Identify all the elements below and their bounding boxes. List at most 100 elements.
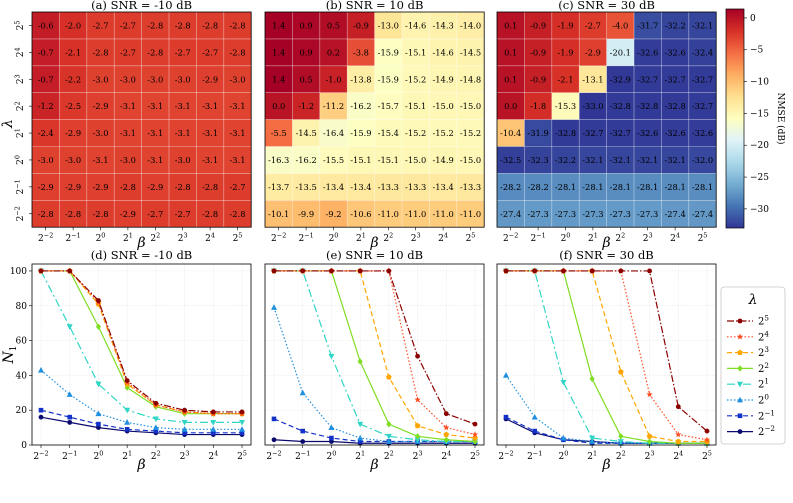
data-point	[618, 368, 624, 375]
cell-label: -13.0	[378, 20, 399, 30]
cell-label: -15.9	[378, 74, 399, 84]
heatmap-cell	[59, 146, 88, 174]
cell-label: -28.1	[692, 182, 713, 192]
heatmap-cell	[524, 119, 553, 147]
heatmap-cell	[402, 38, 430, 67]
heatmap-cell	[688, 200, 717, 228]
heatmap-cell	[141, 12, 170, 40]
heatmap-cell	[59, 92, 88, 120]
cell-label: -32.1	[692, 20, 713, 30]
cell-label: 1.4	[272, 47, 285, 57]
heatmap-cell	[661, 12, 690, 40]
cell-label: 0.9	[299, 20, 312, 30]
legend-label: 23	[758, 345, 769, 359]
cell-label: -3.0	[147, 74, 163, 84]
heatmap-cell	[524, 173, 553, 201]
heatmap-cell	[688, 38, 717, 67]
heatmap-cell	[661, 38, 690, 67]
cell-label: -2.9	[585, 47, 601, 57]
heatmap-cell	[292, 38, 321, 67]
heatmap-cell	[265, 146, 293, 174]
cell-label: 0.1	[504, 74, 517, 84]
heatmap-cell	[551, 119, 580, 147]
data-point	[96, 298, 101, 303]
cell-label: -11.0	[378, 209, 399, 219]
cell-label: -2.7	[175, 209, 191, 219]
x-axis-label: β	[370, 235, 379, 251]
data-point	[66, 324, 73, 330]
heatmap-cell	[579, 12, 607, 40]
heatmap-cell	[196, 92, 225, 120]
cell-label: -2.8	[120, 182, 136, 192]
cell-label: -3.1	[147, 155, 163, 165]
heatmap-cell	[606, 65, 635, 93]
heatmap-cell	[59, 12, 88, 40]
heatmap-cell	[169, 173, 197, 201]
y-axis-label: N1	[1, 346, 19, 365]
cell-label: -20.1	[610, 47, 631, 57]
cell-label: -32.9	[610, 74, 631, 84]
heatmap-cell	[347, 119, 375, 147]
data-point	[38, 407, 44, 413]
series-line	[271, 267, 478, 445]
heatmap-cell	[374, 38, 403, 67]
cell-label: -3.0	[93, 74, 109, 84]
data-point	[95, 410, 102, 417]
heatmap-cell	[86, 12, 115, 40]
heatmap-cell	[551, 200, 580, 228]
heatmap-cell	[59, 173, 88, 201]
cell-label: -1.9	[558, 20, 574, 30]
heatmap-cell	[688, 146, 717, 174]
cell-label: -2.9	[93, 182, 109, 192]
data-point	[503, 414, 509, 420]
line-panel-e: (e) SNR = 10 dB 2−2 2−1 20 21 22 23 24 25 β	[264, 248, 485, 473]
heatmap-cell	[32, 200, 60, 228]
series-path	[41, 270, 242, 415]
data-point	[38, 268, 44, 274]
cell-label: -33.0	[582, 101, 603, 111]
cell-label: -11.0	[405, 209, 426, 219]
heatmap-cell	[402, 92, 430, 120]
heatmap-cell	[141, 146, 170, 174]
heatmap-cell	[374, 200, 403, 228]
data-point	[503, 372, 509, 378]
data-point	[152, 416, 159, 423]
series-path	[40, 409, 242, 434]
series-line	[38, 268, 245, 426]
heatmap-cell	[606, 173, 635, 201]
heatmap-cell	[223, 200, 252, 228]
heatmap-cell	[59, 38, 88, 67]
cell-label: -14.6	[432, 47, 453, 57]
heatmap-cell	[265, 38, 293, 67]
cell-label: -15.7	[378, 101, 399, 111]
cell-label: -9.9	[298, 209, 314, 219]
x-tick-label: 2−2	[33, 449, 48, 462]
x-axis-label: β	[602, 235, 611, 251]
cell-label: -13.3	[460, 182, 481, 192]
cell-label: -3.0	[38, 155, 54, 165]
x-tick-label: 23	[411, 232, 421, 245]
plot-frame	[264, 263, 485, 446]
line-plot-title: (d) SNR = -10 dB	[91, 248, 193, 262]
legend-label: 22	[758, 361, 769, 375]
data-point	[239, 430, 245, 436]
heatmap-cell	[429, 119, 458, 147]
heatmap-cell	[86, 119, 115, 147]
heatmap-cell	[347, 200, 375, 228]
heatmap-cell	[292, 200, 321, 228]
heatmap-cell	[661, 92, 690, 120]
heatmap-cell	[196, 146, 225, 174]
cell-label: -27.3	[555, 209, 576, 219]
x-tick-label: 23	[180, 449, 190, 462]
cell-label: -2.8	[147, 20, 163, 30]
series-line	[38, 268, 245, 415]
data-point	[737, 413, 743, 419]
x-tick-label: 21	[122, 449, 132, 462]
cell-label: -3.1	[230, 101, 246, 111]
cell-label: -16.3	[268, 155, 289, 165]
data-point	[300, 428, 306, 434]
cell-label: -27.3	[610, 209, 631, 219]
cell-label: -3.0	[230, 74, 246, 84]
cell-label: -27.3	[637, 209, 658, 219]
